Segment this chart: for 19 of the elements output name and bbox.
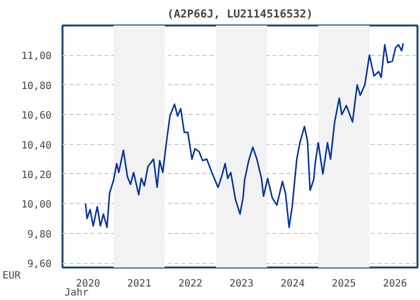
y-tick-label: 10,60 — [21, 110, 52, 122]
y-tick-label: 10,00 — [21, 200, 52, 211]
y-tick-label: 11,00 — [21, 51, 52, 62]
y-tick-label: 9,60 — [27, 259, 52, 270]
y-tick-label: 9,80 — [27, 229, 52, 240]
x-tick-label: 2022 — [178, 278, 202, 290]
y-tick-label: 10,40 — [21, 140, 52, 152]
x-tick-label: 2021 — [127, 278, 152, 290]
x-tick-label: 2026 — [382, 278, 408, 290]
x-tick-label: 2023 — [229, 278, 254, 290]
x-axis-title: Jahr — [64, 288, 89, 298]
y-tick-label: 10,80 — [21, 80, 52, 92]
chart-title: (A2P66J, LU2114516532) — [167, 8, 313, 20]
x-tick-label: 2024 — [280, 278, 305, 290]
x-tick-label: 2020 — [76, 278, 100, 290]
x-tick-label: 2025 — [332, 278, 356, 290]
y-tick-label: 10,20 — [21, 170, 52, 181]
y-axis-title: EUR — [2, 270, 22, 282]
line-series — [84, 42, 404, 228]
